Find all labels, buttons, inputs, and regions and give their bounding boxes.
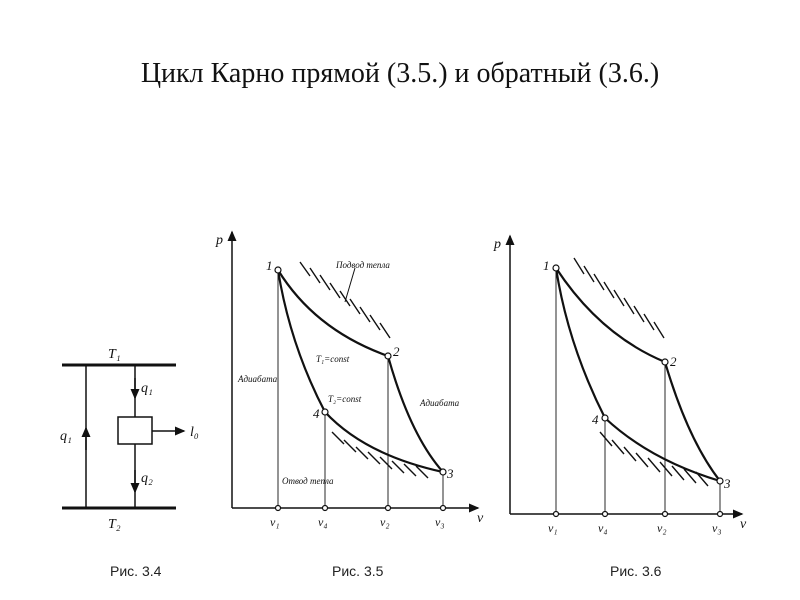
heat-out-hatching (331, 431, 429, 479)
adiabat-4-1 (554, 267, 606, 419)
state-point-2 (384, 352, 392, 360)
fig36-graph (505, 234, 744, 519)
state-point-3 (716, 477, 724, 485)
v-axis-label: v (477, 511, 484, 526)
fig34-caption: Рис. 3.4 (110, 563, 162, 579)
state-point-1 (274, 266, 282, 274)
isotherm-t1-label: T₁=const (316, 354, 350, 364)
heat-in-label: Подвод тепла (335, 260, 390, 270)
tick-v4: v₄ (318, 515, 328, 529)
heat-hatching-lower (599, 431, 709, 487)
point-label-4: 4 (313, 406, 320, 421)
tick-point-v1 (552, 510, 560, 518)
isotherm-t2-label: T₂=const (328, 394, 362, 404)
adiabat-2-3 (663, 361, 721, 482)
p-axis-label: p (215, 233, 223, 248)
tick-point-v2 (384, 504, 392, 512)
fig34-scheme (62, 363, 186, 510)
state-point-4 (321, 408, 329, 416)
adiabat-left-label: Адиабата (237, 374, 278, 384)
state-point-1 (552, 264, 560, 272)
isotherm-1-2 (277, 269, 389, 358)
t1-label: T₁ (108, 347, 121, 362)
p-axis-label: p (493, 237, 501, 252)
tick-v4: v₄ (598, 521, 608, 535)
point-label-2: 2 (393, 344, 400, 359)
tick-v2: v₂ (380, 515, 390, 529)
tick-v3: v₃ (712, 521, 722, 535)
isotherm-3-4 (604, 417, 721, 483)
q1-left-label: q₁ (60, 429, 72, 444)
tick-point-v4 (321, 504, 329, 512)
adiabat-4-1 (276, 269, 326, 413)
heat-out-label: Отвод тепла (282, 476, 334, 486)
q2-label: q₂ (141, 471, 153, 486)
point-label-2: 2 (670, 354, 677, 369)
slide-title: Цикл Карно прямой (3.5.) и обратный (3.6… (140, 58, 660, 89)
tick-v2: v₂ (657, 521, 667, 535)
point-label-1: 1 (543, 258, 550, 273)
fig36-caption: Рис. 3.6 (610, 563, 662, 579)
adiabat-right-label: Адиабата (419, 398, 460, 408)
v-axis-label: v (740, 517, 747, 532)
tick-point-v3 (439, 504, 447, 512)
point-label-3: 3 (446, 466, 454, 481)
tick-v3: v₃ (435, 515, 445, 529)
tick-v1: v₁ (270, 515, 280, 529)
point-label-4: 4 (592, 412, 599, 427)
heat-in-hatching (299, 261, 391, 339)
fig35-graph (227, 230, 480, 513)
t2-label: T₂ (108, 517, 121, 532)
l0-label: l₀ (190, 425, 199, 440)
isotherm-1-2 (555, 267, 666, 364)
fig35-caption: Рис. 3.5 (332, 563, 384, 579)
tick-point-v1 (274, 504, 282, 512)
state-point-4 (601, 414, 609, 422)
tick-v1: v₁ (548, 521, 558, 535)
engine-box (117, 416, 153, 445)
tick-point-v3 (716, 510, 724, 518)
q1-label: q₁ (141, 381, 153, 396)
state-point-2 (661, 358, 669, 366)
point-label-1: 1 (266, 258, 273, 273)
tick-point-v4 (601, 510, 609, 518)
point-label-3: 3 (723, 476, 731, 491)
heat-hatching-upper (573, 257, 665, 339)
isotherm-3-4 (324, 411, 444, 474)
tick-point-v2 (661, 510, 669, 518)
adiabat-2-3 (386, 355, 444, 473)
state-point-3 (439, 468, 447, 476)
heat-in-pointer (344, 267, 356, 303)
